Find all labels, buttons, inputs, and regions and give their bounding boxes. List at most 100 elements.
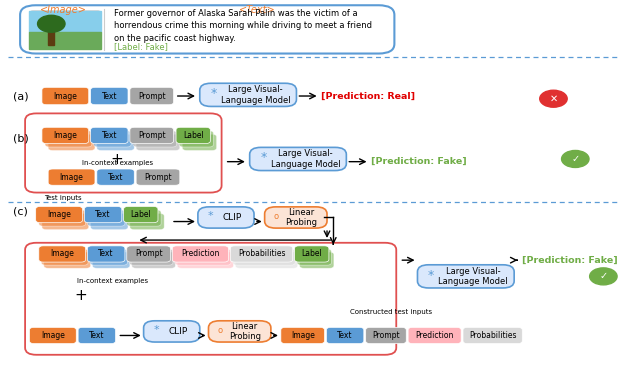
FancyBboxPatch shape <box>136 134 180 151</box>
Text: Image: Image <box>291 331 315 340</box>
Text: Prediction: Prediction <box>181 249 220 258</box>
Text: Constructed test inputs: Constructed test inputs <box>350 309 433 315</box>
Text: *: * <box>154 325 159 335</box>
FancyBboxPatch shape <box>91 87 128 105</box>
FancyBboxPatch shape <box>143 321 200 342</box>
Text: Former governor of Alaska Sarah Palin was the victim of a
horrendous crime this : Former governor of Alaska Sarah Palin wa… <box>114 9 372 43</box>
Text: Label: Label <box>183 131 204 140</box>
Text: CLIP: CLIP <box>168 327 188 336</box>
Text: ✓: ✓ <box>572 154 579 164</box>
Text: ✓: ✓ <box>599 272 607 281</box>
FancyBboxPatch shape <box>25 243 396 355</box>
Circle shape <box>540 90 567 107</box>
FancyBboxPatch shape <box>90 249 127 265</box>
FancyBboxPatch shape <box>42 249 88 265</box>
Text: Large Visual-
Language Model: Large Visual- Language Model <box>271 149 340 169</box>
FancyBboxPatch shape <box>42 87 89 105</box>
FancyBboxPatch shape <box>136 169 180 185</box>
FancyBboxPatch shape <box>25 113 221 193</box>
FancyBboxPatch shape <box>182 134 216 151</box>
Text: <Image>: <Image> <box>40 5 87 15</box>
Text: Label: Label <box>301 249 322 258</box>
FancyBboxPatch shape <box>39 210 86 226</box>
FancyBboxPatch shape <box>93 131 131 147</box>
Text: [Prediction: Fake]: [Prediction: Fake] <box>371 157 467 166</box>
Text: CLIP: CLIP <box>223 213 242 222</box>
Text: Text: Text <box>102 91 117 100</box>
FancyBboxPatch shape <box>326 328 364 343</box>
Text: +: + <box>75 288 88 303</box>
FancyBboxPatch shape <box>417 265 514 288</box>
Text: Linear
Probing: Linear Probing <box>228 322 260 341</box>
FancyBboxPatch shape <box>97 134 134 151</box>
FancyBboxPatch shape <box>130 127 173 144</box>
Text: o: o <box>273 212 278 221</box>
Text: Image: Image <box>47 210 71 219</box>
Text: Image: Image <box>53 131 77 140</box>
FancyBboxPatch shape <box>300 252 334 268</box>
FancyBboxPatch shape <box>127 210 161 226</box>
Text: Large Visual-
Language Model: Large Visual- Language Model <box>438 267 508 286</box>
Text: Text: Text <box>337 331 353 340</box>
FancyBboxPatch shape <box>172 246 228 262</box>
FancyBboxPatch shape <box>233 249 295 265</box>
Text: [Prediction: Fake]: [Prediction: Fake] <box>522 256 618 265</box>
Text: Image: Image <box>51 249 74 258</box>
FancyBboxPatch shape <box>200 83 296 107</box>
FancyBboxPatch shape <box>175 249 231 265</box>
FancyBboxPatch shape <box>127 246 170 262</box>
FancyBboxPatch shape <box>130 87 173 105</box>
FancyBboxPatch shape <box>132 252 175 268</box>
Circle shape <box>38 15 65 32</box>
Text: Prediction: Prediction <box>415 331 454 340</box>
FancyBboxPatch shape <box>42 127 89 144</box>
FancyBboxPatch shape <box>365 328 406 343</box>
Text: Test inputs: Test inputs <box>44 195 81 201</box>
Text: [Prediction: Real]: [Prediction: Real] <box>321 91 415 100</box>
FancyBboxPatch shape <box>84 207 122 223</box>
FancyBboxPatch shape <box>48 134 95 151</box>
FancyBboxPatch shape <box>463 328 522 343</box>
Text: Image: Image <box>53 91 77 100</box>
Text: Text: Text <box>99 249 114 258</box>
Text: In-context examples: In-context examples <box>77 278 148 284</box>
FancyBboxPatch shape <box>97 169 134 185</box>
Text: (c): (c) <box>13 207 28 217</box>
Text: *: * <box>260 151 266 164</box>
Text: o: o <box>217 326 222 335</box>
FancyBboxPatch shape <box>48 169 95 185</box>
FancyBboxPatch shape <box>78 328 116 343</box>
Circle shape <box>589 268 617 285</box>
Text: *: * <box>428 269 435 282</box>
Text: Label: Label <box>131 210 151 219</box>
FancyBboxPatch shape <box>45 131 92 147</box>
Text: Prompt: Prompt <box>138 131 166 140</box>
Text: Linear
Probing: Linear Probing <box>285 208 317 227</box>
FancyBboxPatch shape <box>42 214 89 230</box>
Text: *: * <box>211 87 216 100</box>
FancyBboxPatch shape <box>91 127 128 144</box>
Bar <box>48 28 54 45</box>
FancyBboxPatch shape <box>281 328 324 343</box>
Text: *: * <box>207 211 213 221</box>
FancyBboxPatch shape <box>230 246 292 262</box>
FancyBboxPatch shape <box>91 214 128 230</box>
Text: Text: Text <box>102 131 117 140</box>
FancyBboxPatch shape <box>129 249 173 265</box>
Text: Prompt: Prompt <box>372 331 400 340</box>
Text: [Label: Fake]: [Label: Fake] <box>114 42 168 51</box>
Text: Prompt: Prompt <box>138 91 166 100</box>
FancyBboxPatch shape <box>20 5 394 54</box>
FancyBboxPatch shape <box>177 252 234 268</box>
Bar <box>29 11 101 32</box>
FancyBboxPatch shape <box>236 252 298 268</box>
Text: In-context examples: In-context examples <box>81 160 153 166</box>
FancyBboxPatch shape <box>88 246 125 262</box>
FancyBboxPatch shape <box>198 207 254 228</box>
Text: Probabilities: Probabilities <box>238 249 285 258</box>
Text: Prompt: Prompt <box>135 249 163 258</box>
Text: Large Visual-
Language Model: Large Visual- Language Model <box>221 85 291 105</box>
Text: Prompt: Prompt <box>144 173 172 182</box>
FancyBboxPatch shape <box>124 207 158 223</box>
FancyBboxPatch shape <box>264 207 327 228</box>
